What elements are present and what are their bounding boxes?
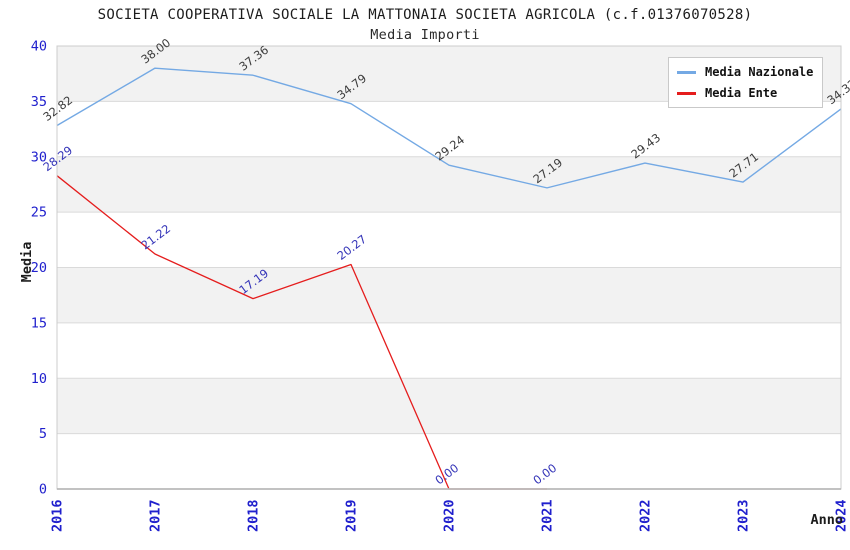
y-tick-label: 40 bbox=[31, 39, 47, 55]
chart-title: SOCIETA COOPERATIVA SOCIALE LA MATTONAIA… bbox=[97, 7, 753, 23]
x-tick-label: 2020 bbox=[442, 499, 458, 532]
legend-label-nazionale: Media Nazionale bbox=[705, 65, 814, 79]
legend: Media Nazionale Media Ente bbox=[668, 57, 824, 108]
y-tick-label: 30 bbox=[31, 149, 47, 165]
y-tick-label: 35 bbox=[31, 94, 47, 110]
chart-subtitle: Media Importi bbox=[370, 27, 480, 43]
y-band bbox=[57, 156, 841, 213]
y-band bbox=[57, 267, 841, 323]
series-line-media-nazionale bbox=[56, 67, 842, 189]
y-tick-label: 15 bbox=[31, 315, 47, 331]
y-tick-label: 10 bbox=[31, 371, 47, 387]
legend-line-swatch-nazionale bbox=[677, 70, 696, 74]
x-tick-label: 2021 bbox=[540, 499, 556, 532]
y-band bbox=[57, 378, 841, 434]
x-tick-label: 2023 bbox=[736, 499, 752, 532]
series-line-media-ente bbox=[56, 175, 547, 490]
x-tick-label: 2017 bbox=[148, 499, 164, 532]
y-tick-label: 25 bbox=[31, 205, 47, 221]
data-label: 21.22 bbox=[138, 221, 173, 252]
y-tick-label: 5 bbox=[39, 426, 47, 442]
x-tick-label: 2024 bbox=[834, 499, 850, 532]
y-tick-label: 0 bbox=[39, 482, 47, 498]
legend-label-ente: Media Ente bbox=[705, 86, 778, 100]
legend-line-swatch-ente bbox=[677, 91, 696, 95]
axis-label-anno: Anno bbox=[810, 512, 843, 528]
data-label: 0.00 bbox=[530, 461, 559, 488]
axis-label-media: Media bbox=[19, 242, 35, 283]
x-tick-label: 2019 bbox=[344, 499, 360, 532]
legend-item-media-nazionale: Media Nazionale bbox=[677, 65, 813, 79]
x-tick-label: 2016 bbox=[50, 499, 66, 532]
legend-item-media-ente: Media Ente bbox=[677, 86, 813, 100]
data-label: 20.27 bbox=[334, 232, 369, 263]
x-tick-label: 2018 bbox=[246, 499, 262, 532]
x-tick-label: 2022 bbox=[638, 499, 654, 532]
y-tick-label: 20 bbox=[31, 260, 47, 276]
